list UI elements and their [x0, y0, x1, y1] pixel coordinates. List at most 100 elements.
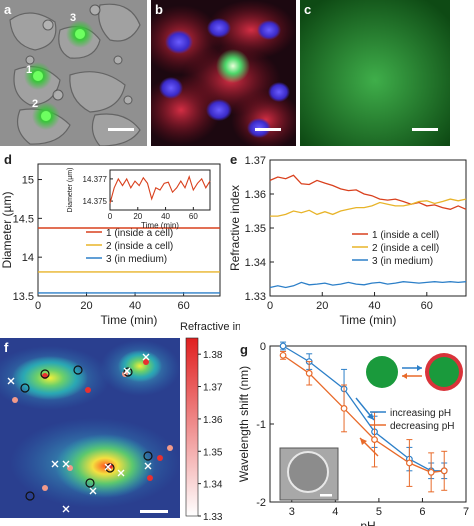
panel-b-image: b	[151, 0, 296, 146]
series-line	[269, 281, 467, 289]
inset-x-tick-label: 0	[108, 212, 113, 221]
inset-y-tick-label: 14.377	[83, 175, 108, 184]
data-point	[371, 436, 378, 443]
y-axis-label: Diameter (µm)	[0, 192, 14, 269]
panel-c-image: c	[300, 0, 450, 146]
data-point	[440, 467, 448, 475]
legend-label: 1 (inside a cell)	[106, 228, 173, 239]
data-point	[340, 404, 348, 412]
y-tick-label: 1.33	[245, 291, 266, 303]
x-tick-label: 40	[368, 300, 380, 312]
inset-x-axis-label: Time (min)	[141, 221, 179, 230]
data-point	[279, 351, 287, 359]
scale-bar	[140, 510, 168, 513]
x-tick-label: 3	[289, 506, 295, 518]
panel-a-image: a 3 1 2	[0, 0, 147, 146]
panel-label-a: a	[4, 2, 12, 17]
y-tick-label: 1.35	[245, 223, 266, 235]
x-tick-label: 7	[463, 506, 469, 518]
inset-x-tick-label: 60	[189, 212, 198, 221]
inset-x-tick-label: 40	[161, 212, 170, 221]
y-tick-label: 1.34	[245, 257, 266, 269]
panel-label-g: g	[240, 342, 248, 357]
data-point	[405, 459, 413, 467]
colorbar-tick-label: 1.33	[203, 512, 223, 523]
panel-label-f: f	[4, 340, 9, 355]
inset-y-axis-label: Diameter (µm)	[67, 168, 74, 213]
data-point	[279, 342, 287, 350]
panel-label-b: b	[155, 2, 163, 17]
x-tick-label: 5	[376, 506, 382, 518]
scale-bar	[412, 128, 438, 131]
chart-d: 0 20 40 60 13.5 14 14.5 15 Time (min) Diameter (µ…	[0, 163, 221, 327]
cell-label-2: 2	[32, 98, 39, 110]
legend-label: 2 (inside a cell)	[106, 241, 173, 252]
cell-label-1: 1	[26, 64, 33, 76]
panel-c-micrograph	[300, 0, 450, 146]
y-tick-label: 14	[22, 252, 34, 264]
cell-label-3: 3	[70, 12, 77, 24]
y-tick-label: 1.37	[245, 155, 266, 167]
x-tick-label: 0	[267, 300, 273, 312]
legend-label: increasing pH	[390, 408, 451, 419]
panel-label-d: d	[4, 152, 12, 167]
y-tick-label: 0	[260, 341, 266, 353]
series-line	[269, 174, 467, 210]
plot-frame	[269, 159, 467, 297]
y-tick-label: 1.36	[245, 189, 266, 201]
increasing-arrowhead	[367, 413, 374, 420]
schematic-arrowhead-back	[402, 373, 407, 379]
scale-bar	[255, 128, 281, 131]
x-tick-label: 0	[35, 300, 41, 312]
y-tick-label: -1	[256, 419, 266, 431]
colorbar-f: Refractive index 1.33 1.34 1.35 1.36 1.37 1.38	[180, 321, 240, 523]
panel-label-e: e	[230, 152, 238, 167]
y-axis-label: Wavelength shift (nm)	[238, 366, 251, 482]
x-axis-label: Time (min)	[340, 313, 397, 327]
panel-b-micrograph	[151, 0, 296, 146]
y-tick-label: 14.5	[13, 213, 34, 225]
panel-f-heatmap: f	[0, 338, 180, 518]
inset-series-line	[109, 175, 211, 204]
colorbar-tick-label: 1.37	[203, 383, 223, 394]
inset-x-tick-label: 20	[133, 212, 142, 221]
x-axis-label: Time (min)	[101, 313, 158, 327]
inset-y-tick-label: 14.375	[83, 197, 108, 206]
chart-e: 0 20 40 60 1.33 1.34 1.35 1.36 1.37 Time (min) Ref…	[228, 155, 467, 327]
x-tick-label: 6	[419, 506, 425, 518]
plot-frame	[37, 163, 221, 297]
y-tick-label: 15	[22, 175, 34, 187]
chart-g: 3 4 5 6 7 -2 -1 0 pH Wavelength shift (nm) increas…	[238, 341, 469, 526]
x-axis-label: pH	[360, 519, 375, 526]
colorbar-tick-label: 1.38	[203, 350, 223, 361]
legend-label: 3 (in medium)	[372, 256, 433, 267]
legend-label: 2 (inside a cell)	[372, 243, 439, 254]
colorbar-tick-label: 1.36	[203, 415, 223, 426]
y-tick-label: 13.5	[13, 291, 34, 303]
series-line	[270, 198, 467, 217]
panel-label-c: c	[304, 2, 312, 17]
panel-f-map	[0, 338, 180, 518]
inset-scale-bar	[320, 494, 332, 497]
colorbar-tick-label: 1.35	[203, 447, 223, 458]
legend-label: 3 (in medium)	[106, 254, 167, 265]
colorbar-title: Refractive index	[180, 321, 240, 333]
x-tick-label: 60	[177, 300, 189, 312]
sphere-coated-core	[429, 357, 459, 387]
schematic-arrowhead-forward	[417, 365, 422, 371]
x-tick-label: 4	[332, 506, 338, 518]
scale-bar	[108, 128, 134, 131]
colorbar-tick-label: 1.34	[203, 480, 223, 491]
legend-label: decreasing pH	[390, 421, 454, 432]
decreasing-arrowhead	[360, 438, 367, 445]
colorbar-bar	[185, 337, 199, 517]
x-tick-label: 20	[316, 300, 328, 312]
y-axis-label: Refractive index	[228, 185, 242, 271]
data-point	[427, 468, 435, 476]
y-tick-label: -2	[256, 497, 266, 509]
x-tick-label: 60	[421, 300, 433, 312]
x-tick-label: 20	[80, 300, 92, 312]
inset-microsphere	[287, 451, 329, 493]
data-point	[305, 369, 313, 377]
sphere-plain	[366, 356, 398, 388]
